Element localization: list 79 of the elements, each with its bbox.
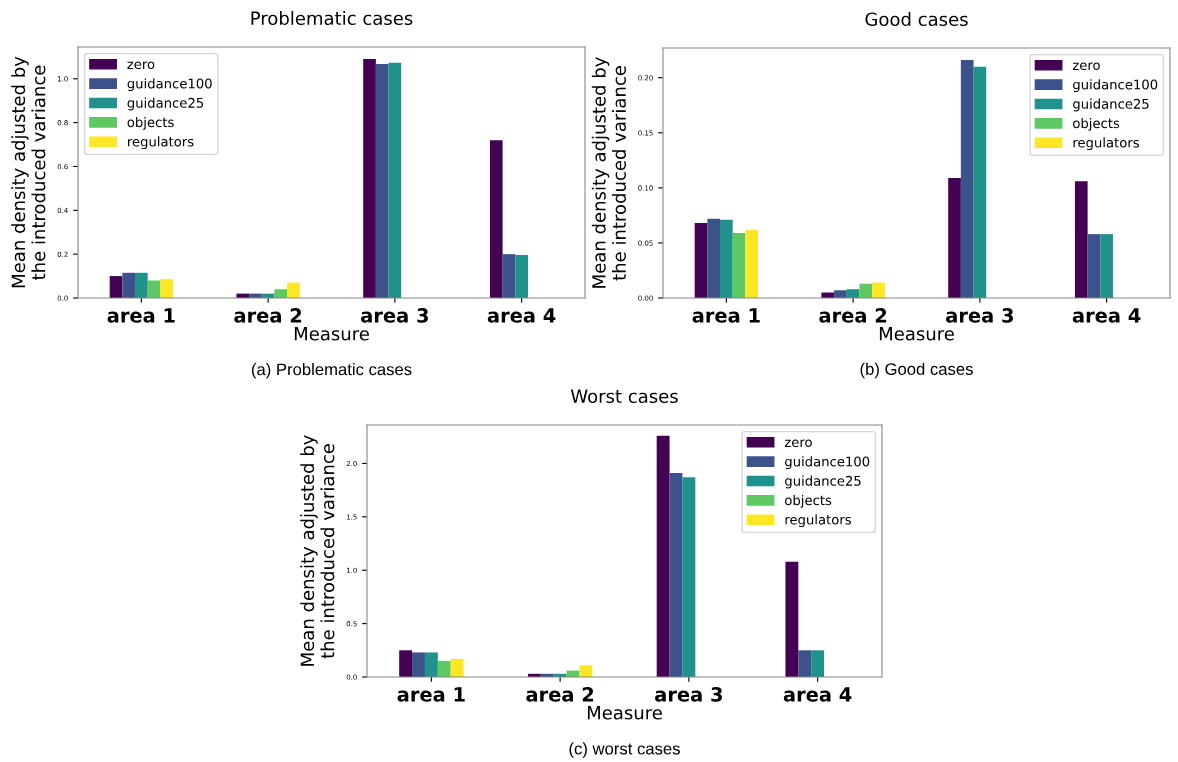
bar — [450, 658, 464, 677]
x-tick-label: area 4 — [783, 687, 852, 702]
bar — [287, 282, 300, 298]
bar — [109, 276, 123, 298]
x-tick-label: area 4 — [487, 308, 556, 323]
bar — [122, 272, 136, 298]
bar — [388, 62, 402, 298]
y-axis-title: Mean density adjusted by the introduced variance — [300, 435, 335, 666]
x-tick-label: area 3 — [655, 687, 722, 702]
bar — [147, 280, 161, 298]
x-axis-title: Measure — [879, 327, 954, 341]
legend-label: regulators — [785, 514, 851, 528]
bar — [682, 477, 696, 677]
legend-label: objects — [1073, 117, 1120, 131]
bar — [960, 60, 974, 298]
legend-label: guidance25 — [785, 475, 861, 489]
bar — [811, 650, 825, 677]
y-axis-title: Mean density adjusted by the introduced variance — [11, 56, 46, 288]
bar — [834, 290, 847, 298]
legend-label: objects — [127, 116, 174, 130]
bar — [669, 473, 683, 677]
legend-label: guidance100 — [785, 456, 870, 470]
legend-label: guidance100 — [127, 78, 212, 92]
x-tick-label: area 2 — [526, 687, 594, 702]
text: (c) worst cases — [569, 742, 680, 758]
text: (a) Problematic cases — [251, 363, 412, 379]
bar — [1087, 234, 1101, 298]
bar — [363, 59, 376, 298]
bar — [656, 435, 670, 677]
bar — [274, 289, 288, 298]
x-tick-label: area 2 — [234, 308, 302, 323]
legend-label: regulators — [128, 136, 194, 150]
x-tick-label: area 4 — [1072, 308, 1141, 323]
bar — [1074, 181, 1088, 298]
bar — [437, 660, 451, 677]
bar — [707, 218, 721, 298]
text: (b) Good cases — [860, 362, 973, 379]
legend-label: regulators — [1073, 137, 1139, 151]
legend-label: guidance100 — [1073, 79, 1158, 93]
chart-title: Worst cases — [570, 389, 678, 404]
legend-label: zero — [1072, 62, 1100, 71]
bar — [798, 650, 812, 677]
bar — [973, 66, 987, 298]
bar — [375, 64, 389, 298]
y-axis-title: Mean density adjusted by the introduced variance — [591, 57, 626, 288]
bar — [872, 282, 885, 298]
bar — [489, 140, 503, 298]
x-tick-label: area 1 — [692, 308, 760, 323]
bar — [1100, 234, 1113, 298]
x-tick-label: area 3 — [946, 308, 1013, 323]
legend-label: zero — [127, 61, 155, 70]
bar — [412, 652, 425, 677]
legend-label: objects — [785, 494, 832, 508]
bar — [694, 223, 708, 298]
bar — [732, 233, 746, 298]
bar — [515, 255, 528, 298]
x-tick-label: area 3 — [361, 308, 428, 323]
bar — [579, 665, 593, 677]
chart-title: Good cases — [865, 12, 968, 27]
legend-label: guidance25 — [127, 97, 204, 111]
legend-label: guidance25 — [1073, 98, 1149, 112]
bar — [135, 272, 148, 298]
bar — [399, 650, 413, 677]
x-tick-label: area 1 — [397, 687, 465, 702]
bar — [720, 219, 733, 298]
x-axis-title: Measure — [294, 327, 369, 341]
bar — [160, 279, 174, 298]
chart-title: Problematic cases — [251, 11, 413, 26]
x-tick-label: area 1 — [107, 308, 175, 323]
x-axis-title: Measure — [587, 706, 662, 720]
bar — [785, 561, 799, 677]
x-tick-label: area 2 — [819, 308, 887, 323]
bar — [502, 254, 516, 298]
bar — [948, 177, 961, 298]
bar — [424, 652, 438, 677]
bar — [859, 283, 873, 298]
bar — [821, 292, 835, 298]
bar — [745, 229, 759, 298]
legend-label: zero — [784, 439, 812, 448]
